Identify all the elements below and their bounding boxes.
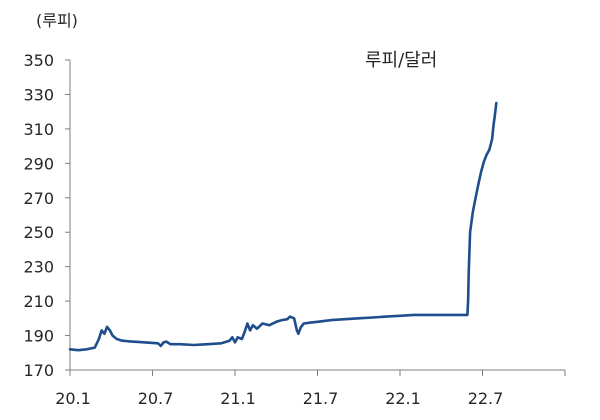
x-tick-label: 22.1 — [385, 389, 421, 408]
x-tick-label: 22.7 — [468, 389, 504, 408]
y-tick-label: 290 — [23, 154, 54, 173]
y-tick-label: 210 — [23, 292, 54, 311]
y-tick-label: 350 — [23, 51, 54, 70]
x-tick-label: 21.7 — [303, 389, 339, 408]
y-axis-unit-label: (루피) — [36, 11, 78, 30]
y-tick-label: 330 — [23, 85, 54, 104]
y-tick-label: 170 — [23, 361, 54, 380]
x-tick-label: 20.7 — [138, 389, 174, 408]
y-tick-label: 190 — [23, 327, 54, 346]
series-label: 루피/달러 — [365, 50, 437, 71]
y-tick-label: 250 — [23, 223, 54, 242]
x-tick-label: 21.1 — [220, 389, 256, 408]
series-line-0 — [68, 101, 498, 352]
x-tick-label: 20.1 — [55, 389, 91, 408]
y-tick-label: 270 — [23, 189, 54, 208]
axis-ticks: 170 190 210 230 250 270 290 310 330 350 20.1 20.7 21… — [23, 51, 566, 408]
series-group — [68, 101, 498, 352]
y-tick-label: 310 — [23, 120, 54, 139]
y-tick-label: 230 — [23, 258, 54, 277]
